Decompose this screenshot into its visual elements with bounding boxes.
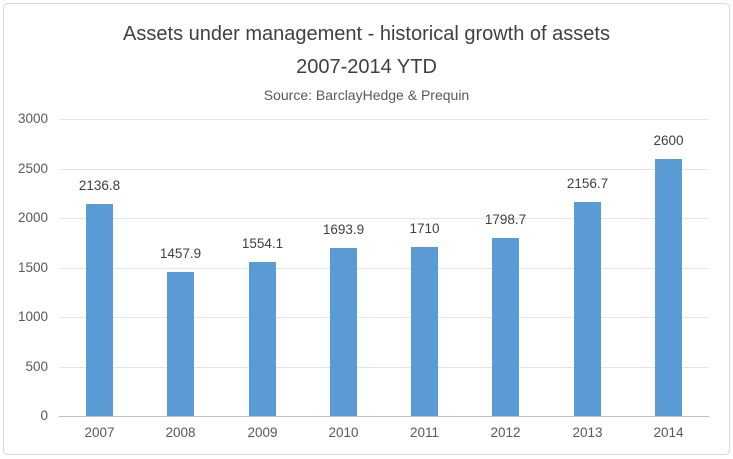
bar-2011: [411, 247, 438, 416]
x-axis-tick-label: 2014: [653, 425, 684, 440]
y-gridline: [59, 119, 709, 120]
x-axis-tick-label: 2012: [490, 425, 521, 440]
x-axis-tick-label: 2011: [409, 425, 440, 440]
bar-2010: [330, 248, 357, 416]
data-label-2007: 2136.8: [78, 178, 121, 193]
x-axis-tick-label: 2008: [165, 425, 196, 440]
y-gridline: [59, 218, 709, 219]
x-axis-tick-label: 2009: [247, 425, 278, 440]
y-axis-tick-label: 500: [25, 359, 48, 374]
y-gridline: [59, 317, 709, 318]
bar-2009: [249, 262, 276, 416]
x-axis-line: [59, 416, 709, 417]
bar-2008: [167, 272, 194, 416]
y-axis-tick-label: 0: [40, 408, 48, 423]
y-axis-tick-label: 1000: [17, 309, 48, 324]
y-axis-tick-label: 2000: [17, 210, 48, 225]
bar-2012: [492, 238, 519, 416]
y-axis-tick-label: 2500: [17, 161, 48, 176]
data-label-2014: 2600: [653, 133, 684, 148]
chart-frame-border: [3, 3, 730, 455]
data-label-2012: 1798.7: [484, 212, 527, 227]
bar-2014: [655, 159, 682, 416]
chart-title-block: Assets under management - historical gro…: [0, 18, 733, 104]
data-label-2013: 2156.7: [566, 176, 609, 191]
y-gridline: [59, 268, 709, 269]
data-label-2010: 1693.9: [322, 222, 365, 237]
x-axis-tick-label: 2010: [328, 425, 359, 440]
y-gridline: [59, 367, 709, 368]
chart-title-line2: 2007-2014 YTD: [296, 56, 437, 78]
data-label-2009: 1554.1: [241, 236, 284, 251]
bar-2007: [86, 204, 113, 416]
chart-subtitle: Source: BarclayHedge & Prequin: [263, 87, 470, 103]
y-axis-tick-label: 1500: [17, 260, 48, 275]
bar-2013: [574, 202, 601, 416]
y-axis-tick-label: 3000: [17, 111, 48, 126]
data-label-2011: 1710: [409, 221, 440, 236]
data-label-2008: 1457.9: [159, 246, 202, 261]
chart-title-line1: Assets under management - historical gro…: [123, 23, 610, 45]
x-axis-tick-label: 2013: [572, 425, 603, 440]
y-gridline: [59, 169, 709, 170]
x-axis-tick-label: 2007: [84, 425, 115, 440]
